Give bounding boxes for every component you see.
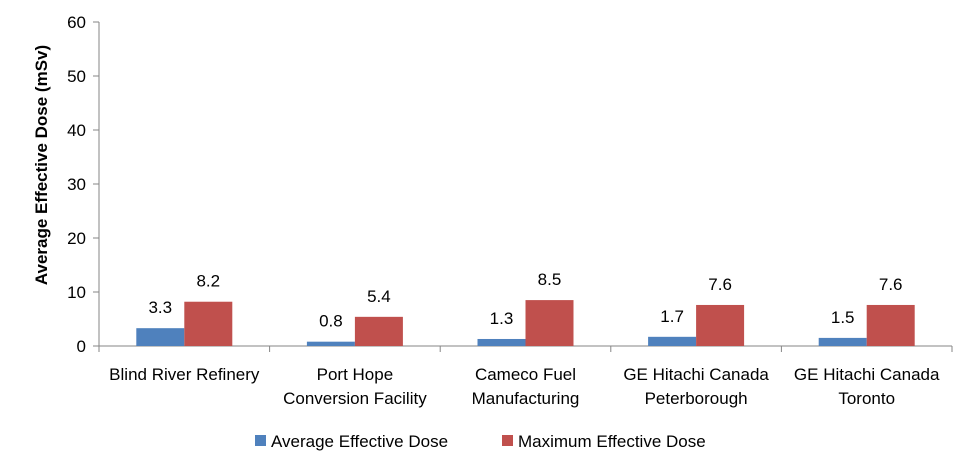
bar: [818, 337, 867, 346]
bar: [184, 301, 233, 346]
bar: [136, 328, 185, 346]
y-tick-label: 60: [67, 13, 86, 32]
data-label: 8.5: [538, 270, 562, 289]
bar: [306, 341, 355, 346]
bar: [525, 300, 574, 346]
chart-labels: Blind River Refinery Port Hope Conversion …: [109, 270, 940, 408]
legend: Average Effective Dose Maximum Effective …: [255, 432, 706, 451]
bar: [696, 304, 745, 346]
data-label: 5.4: [367, 287, 391, 306]
data-label: 7.6: [879, 275, 903, 294]
y-tick-label: 0: [77, 337, 86, 356]
chart-axes: 0 10 20 30 40 50 60: [67, 13, 953, 356]
x-category-label: Blind River Refinery: [109, 365, 260, 384]
data-label: 1.5: [831, 308, 855, 327]
x-category-label: Toronto: [838, 389, 895, 408]
x-category-label: Manufacturing: [472, 389, 580, 408]
x-category-label: GE Hitachi Canada: [794, 365, 940, 384]
data-label: 3.3: [148, 298, 172, 317]
x-category-label: Cameco Fuel: [475, 365, 576, 384]
x-category-label: Conversion Facility: [283, 389, 427, 408]
bar: [648, 336, 697, 346]
x-category-label: GE Hitachi Canada: [623, 365, 769, 384]
data-label: 1.3: [490, 309, 514, 328]
bar: [354, 316, 403, 346]
chart-bars: [136, 300, 915, 346]
data-label: 7.6: [708, 275, 732, 294]
legend-swatch: [255, 435, 266, 446]
data-label: 8.2: [196, 272, 220, 291]
bar: [866, 304, 915, 346]
legend-swatch: [502, 435, 513, 446]
x-category-label: Port Hope: [317, 365, 394, 384]
y-tick-label: 50: [67, 67, 86, 86]
y-tick-label: 10: [67, 283, 86, 302]
bar: [477, 338, 526, 346]
y-tick-label: 20: [67, 229, 86, 248]
legend-label: Average Effective Dose: [271, 432, 448, 451]
legend-label: Maximum Effective Dose: [518, 432, 706, 451]
y-tick-label: 40: [67, 121, 86, 140]
y-tick-label: 30: [67, 175, 86, 194]
x-category-label: Peterborough: [645, 389, 748, 408]
data-label: 0.8: [319, 312, 343, 331]
data-label: 1.7: [660, 307, 684, 326]
y-axis-title: Average Effective Dose (mSv): [32, 45, 51, 285]
